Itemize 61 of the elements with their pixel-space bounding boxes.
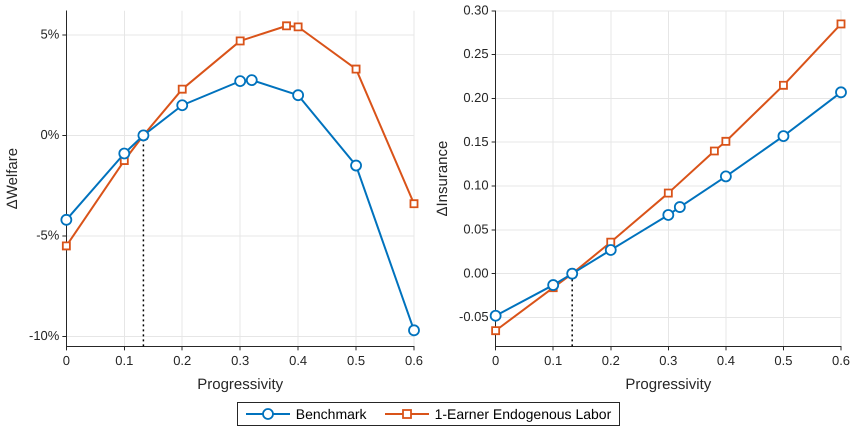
x-axis-title: Progressivity [625, 376, 712, 394]
y-tick-label: 0.25 [463, 46, 489, 62]
point [282, 21, 291, 30]
point [408, 324, 420, 336]
point [662, 209, 674, 221]
point [294, 22, 303, 32]
x-tick-label: 0.6 [404, 352, 424, 368]
x-axis-title: Progressivity [197, 376, 284, 394]
x-tick-label: 0 [492, 352, 500, 368]
y-tick-label: 0.05 [463, 221, 489, 236]
point [292, 89, 304, 102]
y-axis-title: ΔInsurance [434, 140, 452, 217]
point [604, 244, 617, 256]
y-tick-label: -0.05 [458, 309, 489, 324]
x-tick-label: 0.4 [289, 352, 308, 368]
y-tick-label: 0% [40, 126, 60, 142]
x-tick-label: 0.3 [231, 352, 250, 368]
x-tick-label: 0.4 [716, 352, 735, 368]
x-tick-label: 0.5 [774, 352, 792, 368]
point [836, 20, 846, 28]
point [410, 199, 418, 208]
point [547, 279, 560, 291]
point [60, 214, 72, 226]
x-tick-label: 0.2 [602, 352, 620, 368]
legend-label: 1-Earner Endogenous Labor [434, 406, 612, 422]
y-tick-label: 0.30 [463, 2, 489, 18]
point [721, 136, 730, 146]
y-tick-label: 5% [40, 26, 60, 42]
point [720, 170, 732, 182]
y-tick-label: -5% [36, 227, 60, 242]
point [490, 310, 502, 322]
y-tick-label: -10% [28, 328, 60, 343]
x-tick-label: 0.1 [115, 352, 134, 368]
point [118, 148, 130, 160]
point [234, 75, 246, 88]
x-tick-label: 0.5 [347, 352, 366, 368]
x-tick-label: 0.6 [832, 352, 850, 368]
point [62, 241, 71, 250]
point [664, 188, 673, 198]
point [710, 146, 719, 156]
point [778, 130, 790, 142]
x-tick-label: 0.1 [544, 352, 562, 368]
point [835, 86, 847, 98]
point [350, 160, 362, 172]
legend-label: Benchmark [296, 406, 367, 422]
x-tick-label: 0.3 [659, 352, 678, 368]
y-tick-label: 0.00 [463, 265, 489, 280]
point [674, 201, 686, 213]
point [246, 74, 258, 86]
point [176, 99, 188, 112]
point [352, 64, 360, 74]
point [491, 326, 500, 336]
point [178, 84, 187, 94]
x-tick-label: 0.2 [173, 352, 192, 368]
y-axis-title: ΔWelfare [4, 148, 22, 210]
point [236, 36, 245, 46]
y-tick-label: 0.10 [463, 178, 489, 193]
y-tick-label: 0.20 [463, 90, 489, 105]
point [779, 80, 788, 90]
y-tick-label: 0.15 [463, 134, 489, 149]
x-tick-label: 0 [62, 352, 70, 368]
